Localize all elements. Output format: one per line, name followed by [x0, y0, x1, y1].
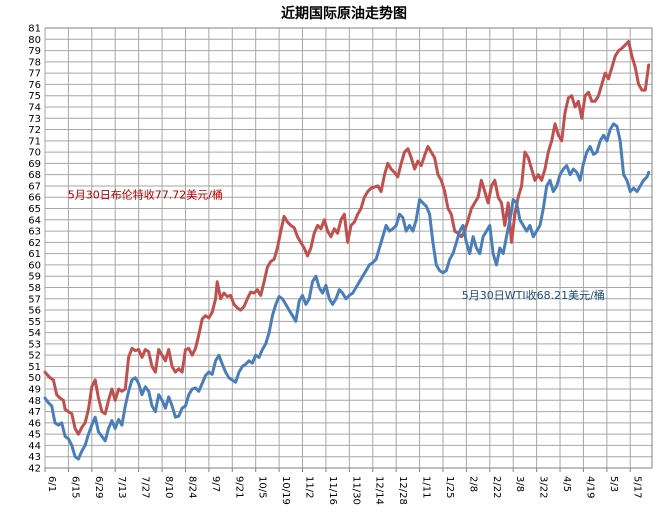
y-tick-label: 54 — [28, 328, 41, 339]
x-tick-label: 9/21 — [233, 476, 244, 498]
chart-title: 近期国际原油走势图 — [281, 5, 407, 22]
y-tick-label: 68 — [28, 170, 41, 181]
y-tick-label: 52 — [28, 351, 41, 362]
series-line-wti — [43, 122, 651, 461]
x-tick-label: 11/2 — [304, 476, 315, 498]
y-tick-label: 47 — [28, 407, 41, 418]
x-tick-label: 4/5 — [561, 476, 572, 492]
x-tick-label: 3/22 — [538, 476, 549, 498]
y-tick-label: 49 — [28, 385, 41, 396]
x-tick-label: 12/14 — [374, 476, 385, 505]
y-tick-label: 71 — [28, 136, 41, 147]
x-tick-label: 8/24 — [186, 476, 197, 498]
x-tick-label: 6/15 — [69, 476, 80, 498]
x-tick-label: 4/19 — [584, 476, 595, 498]
y-tick-label: 46 — [28, 418, 41, 429]
y-tick-label: 45 — [28, 430, 41, 441]
x-tick-label: 9/7 — [210, 476, 221, 492]
x-axis: 6/1 6/15 6/29 7/13 7/27 8/10 8/24 9/7 9/21 10/5 10… — [44, 468, 642, 505]
y-tick-label: 60 — [28, 260, 41, 271]
y-tick-label: 55 — [28, 317, 41, 328]
x-tick-label: 11/16 — [327, 476, 338, 505]
x-tick-label: 1/25 — [444, 476, 455, 498]
y-tick-label: 58 — [28, 283, 41, 294]
y-tick-label: 51 — [28, 362, 41, 373]
y-tick-label: 78 — [28, 57, 41, 68]
y-tick-label: 64 — [28, 215, 41, 226]
x-tick-label: 3/8 — [514, 476, 525, 492]
y-tick-label: 62 — [28, 238, 41, 249]
y-tick-label: 56 — [28, 306, 41, 317]
x-tick-label: 10/5 — [257, 476, 268, 498]
y-tick-label: 77 — [28, 69, 41, 80]
y-tick-label: 44 — [28, 441, 41, 452]
y-tick-label: 69 — [28, 159, 41, 170]
y-tick-label: 48 — [28, 396, 41, 407]
x-tick-label: 2/22 — [491, 476, 502, 498]
y-tick-label: 81 — [28, 24, 41, 35]
y-tick-label: 50 — [28, 373, 41, 384]
x-tick-label: 1/11 — [421, 476, 432, 498]
y-tick-label: 73 — [28, 114, 41, 125]
y-tick-label: 72 — [28, 125, 41, 136]
y-tick-label: 42 — [28, 464, 41, 475]
x-tick-label: 11/30 — [350, 476, 361, 505]
y-tick-label: 59 — [28, 272, 41, 283]
x-tick-label: 5/17 — [631, 476, 642, 498]
annotations: 5月30日布伦特收77.72美元/桶 5月30日WTI收68.21美元/桶 — [68, 187, 605, 301]
x-tick-label: 5/3 — [608, 476, 619, 492]
y-tick-label: 65 — [28, 204, 41, 215]
y-tick-label: 76 — [28, 80, 41, 91]
y-tick-label: 80 — [28, 35, 41, 46]
x-tick-label: 2/8 — [467, 476, 478, 492]
wti-annotation: 5月30日WTI收68.21美元/桶 — [462, 288, 605, 302]
y-tick-label: 74 — [28, 102, 41, 113]
y-axis: 4243444546474849505152535455565758596061… — [28, 24, 41, 475]
x-tick-label: 7/27 — [140, 476, 151, 498]
y-tick-label: 63 — [28, 227, 41, 238]
y-tick-label: 57 — [28, 294, 41, 305]
y-tick-label: 43 — [28, 452, 41, 463]
brent-annotation: 5月30日布伦特收77.72美元/桶 — [68, 187, 223, 201]
x-tick-label: 6/1 — [46, 476, 57, 492]
y-tick-label: 66 — [28, 193, 41, 204]
y-tick-label: 61 — [28, 249, 41, 260]
y-tick-label: 53 — [28, 339, 41, 350]
x-tick-label: 12/28 — [397, 476, 408, 505]
y-tick-label: 75 — [28, 91, 41, 102]
series-group — [43, 40, 651, 461]
y-tick-label: 67 — [28, 181, 41, 192]
x-tick-label: 7/13 — [116, 476, 127, 498]
series-line-brent — [43, 40, 651, 436]
x-tick-label: 10/19 — [280, 476, 291, 505]
y-tick-label: 79 — [28, 46, 41, 57]
y-tick-label: 70 — [28, 148, 41, 159]
x-tick-label: 6/29 — [93, 476, 104, 498]
x-tick-label: 8/10 — [163, 476, 174, 498]
